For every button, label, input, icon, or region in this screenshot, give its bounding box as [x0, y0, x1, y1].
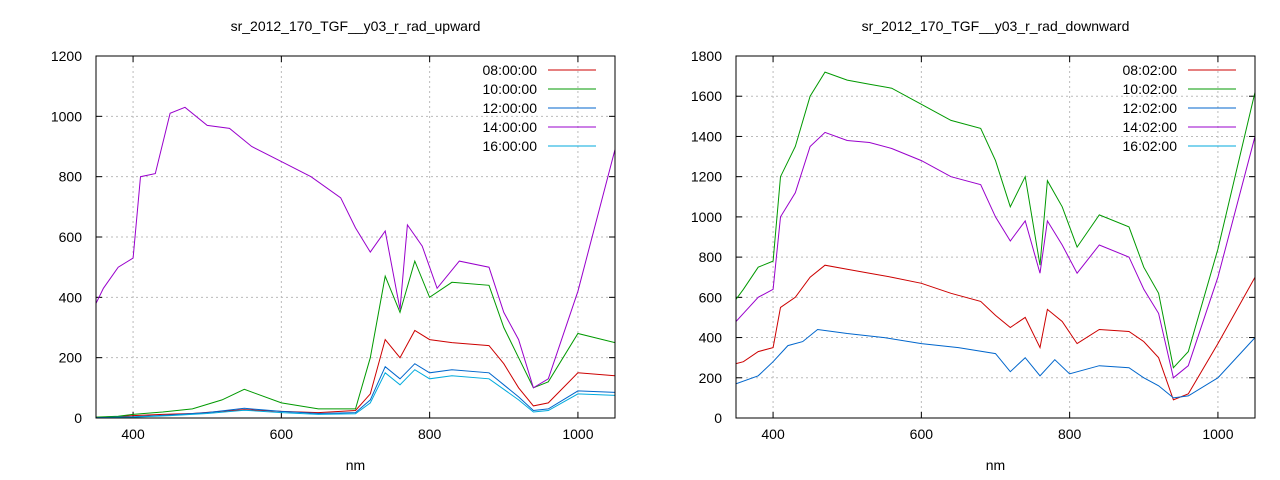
x-tick-label: 400: [761, 426, 785, 442]
x-tick-label: 800: [418, 426, 442, 442]
legend-label: 16:00:00: [483, 138, 538, 154]
series-line-10-02-00: [736, 71, 1255, 369]
legend-label: 14:00:00: [483, 119, 538, 135]
y-tick-label: 1800: [691, 48, 722, 64]
y-tick-label: 800: [699, 249, 723, 265]
y-tick-label: 400: [699, 330, 723, 346]
x-tick-label: 1000: [562, 426, 593, 442]
x-axis-label: nm: [346, 457, 365, 473]
chart-title: sr_2012_170_TGF__y03_r_rad_upward: [231, 18, 481, 34]
series-line-08-02-00: [736, 264, 1255, 401]
series-line-12-00-00: [96, 363, 615, 418]
series-line-14-00-00: [96, 106, 615, 389]
series-line-12-02-00: [736, 328, 1255, 399]
plot-border: [735, 55, 1256, 419]
x-axis-label: nm: [986, 457, 1005, 473]
y-tick-label: 800: [59, 169, 83, 185]
y-tick-label: 1200: [691, 169, 722, 185]
legend-label: 08:02:00: [1123, 62, 1178, 78]
x-tick-label: 1000: [1202, 426, 1233, 442]
y-tick-label: 1200: [51, 48, 82, 64]
x-tick-label: 400: [121, 426, 145, 442]
x-tick-label: 800: [1058, 426, 1082, 442]
legend-label: 14:02:00: [1123, 119, 1178, 135]
series-line-08-00-00: [96, 329, 615, 418]
upward-chart: sr_2012_170_TGF__y03_r_rad_upward 400 600 8…: [51, 18, 616, 473]
series-group: [96, 106, 615, 418]
series-group: [736, 71, 1255, 418]
legend-label: 10:00:00: [483, 81, 538, 97]
y-tick-label: 600: [699, 289, 723, 305]
y-tick-label: 200: [699, 370, 723, 386]
y-tick-label: 0: [714, 410, 722, 426]
legend-label: 12:02:00: [1123, 100, 1178, 116]
legend-label: 12:00:00: [483, 100, 538, 116]
legend-label: 08:00:00: [483, 62, 538, 78]
plot-border: [95, 55, 616, 419]
chart-title: sr_2012_170_TGF__y03_r_rad_downward: [862, 18, 1130, 34]
x-tick-label: 600: [910, 426, 934, 442]
legend-label: 16:02:00: [1123, 138, 1178, 154]
series-line-16-00-00: [96, 369, 615, 418]
y-tick-label: 1000: [51, 108, 82, 124]
y-tick-label: 200: [59, 350, 83, 366]
x-tick-label: 600: [270, 426, 294, 442]
y-tick-label: 600: [59, 229, 83, 245]
y-tick-label: 400: [59, 289, 83, 305]
y-tick-label: 1600: [691, 88, 722, 104]
downward-chart: sr_2012_170_TGF__y03_r_rad_downward 400 60…: [691, 18, 1256, 473]
series-line-14-02-00: [736, 131, 1255, 379]
y-tick-label: 1400: [691, 128, 722, 144]
y-tick-label: 1000: [691, 209, 722, 225]
y-tick-label: 0: [74, 410, 82, 426]
legend-label: 10:02:00: [1123, 81, 1178, 97]
series-line-10-00-00: [96, 259, 615, 418]
